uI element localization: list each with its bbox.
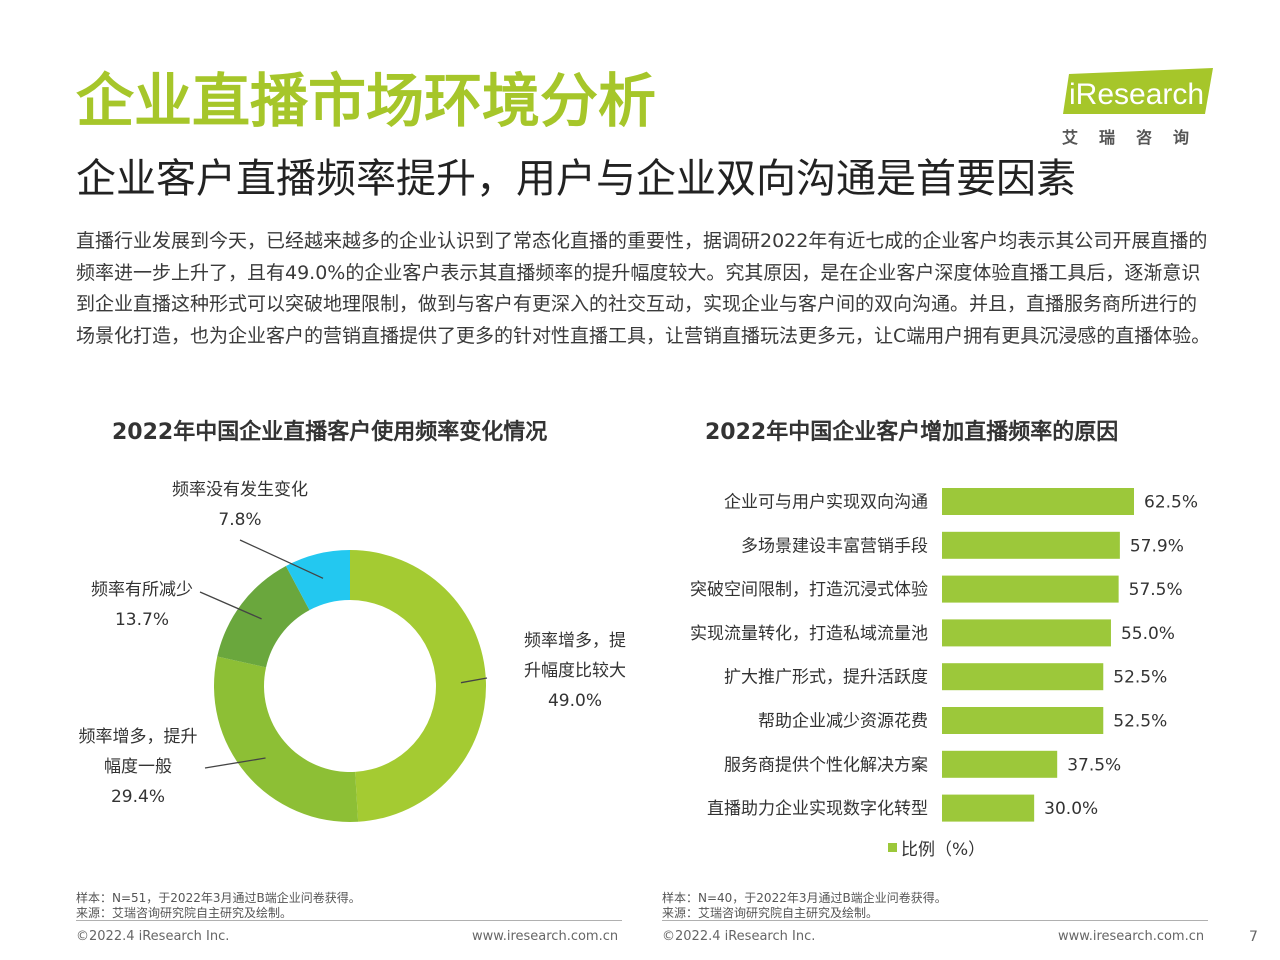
left-footnote-sample: 样本：N=51，于2022年3月通过B端企业问卷获得。 [76,891,361,905]
bar-value-label: 57.9% [1130,536,1184,556]
donut-leader-line-2 [199,591,262,620]
left-footnote-source: 来源：艾瑞咨询研究院自主研究及绘制。 [76,906,293,920]
donut-value-label: 29.4% [110,787,165,807]
bar-category-label: 服务商提供个性化解决方案 [724,755,928,775]
left-footer-rule [76,920,622,921]
bar-value-label: 55.0% [1121,624,1175,644]
donut-slice-3 [285,550,350,611]
logo-text: iResearch [1069,78,1204,111]
page-number: 7 [1249,929,1258,945]
donut-label-line: 频率有所减少 [91,580,193,600]
donut-slice-0 [350,550,486,822]
donut-label-line: 频率没有发生变化 [172,480,308,500]
donut-leader-line-1 [204,757,266,769]
bar-7 [942,794,1035,822]
donut-value-label: 13.7% [114,610,169,630]
bar-category-label: 企业可与用户实现双向沟通 [724,493,928,513]
footer-url-right: www.iresearch.com.cn [1058,929,1205,944]
donut-label-1: 频率增多，提升 幅度一般 29.4% [70,722,206,812]
donut-value-label: 49.0% [547,691,602,711]
bar-value-label: 62.5% [1144,493,1198,513]
donut-chart-title: 2022年中国企业直播客户使用频率变化情况 [112,420,548,445]
donut-chart [199,539,488,822]
donut-label-line: 频率增多，提 [524,631,626,651]
bar-value-label: 52.5% [1113,712,1167,732]
legend-swatch [888,843,897,852]
bar-value-label: 52.5% [1113,668,1167,688]
donut-value-label: 7.8% [218,510,262,530]
bar-value-label: 37.5% [1067,755,1121,775]
donut-label-line: 频率增多，提升 [78,727,198,747]
donut-slice-1 [214,656,359,822]
bar-category-label: 扩大推广形式，提升活跃度 [724,668,928,688]
bar-category-label: 帮助企业减少资源花费 [758,712,928,732]
bar-2 [942,575,1119,603]
right-footnote-sample: 样本：N=40，于2022年3月通过B端企业问卷获得。 [662,891,947,905]
bar-6 [942,750,1058,778]
bar-1 [942,531,1120,559]
bar-4 [942,663,1104,691]
bar-category-label: 直播助力企业实现数字化转型 [707,799,928,819]
footer-copyright-left: ©2022.4 iResearch Inc. [76,929,230,944]
page-title: 企业直播市场环境分析 [76,67,657,135]
donut-leader-line-0 [460,677,488,684]
donut-label-line: 幅度一般 [104,757,172,777]
bar-5 [942,707,1104,734]
bar-category-label: 突破空间限制，打造沉浸式体验 [690,580,928,600]
donut-label-0: 频率增多，提 升幅度比较大 49.0% [515,626,635,716]
bar-category-label: 实现流量转化，打造私域流量池 [690,624,928,644]
donut-label-line: 升幅度比较大 [524,661,626,681]
donut-label-2: 频率有所减少 13.7% [82,575,202,635]
bar-0 [942,488,1134,515]
footer-copyright-right: ©2022.4 iResearch Inc. [662,929,816,944]
bar-value-label: 30.0% [1044,799,1098,819]
logo-cn-text: 艾瑞咨询 [1062,128,1211,147]
bar-3 [942,619,1111,647]
legend-label: 比例（%） [901,840,985,860]
bar-chart-title: 2022年中国企业客户增加直播频率的原因 [705,420,1119,445]
bar-value-label: 57.5% [1129,580,1183,600]
bar-chart: 企业可与用户实现双向沟通 62.5% 多场景建设丰富营销手段 57.9% 突破空间限制，… [690,488,1198,860]
donut-leader-line-3 [239,539,324,579]
iresearch-logo: iResearch [1063,68,1213,114]
body-paragraph: 直播行业发展到今天，已经越来越多的企业认识到了常态化直播的重要性，据调研2022… [76,230,1211,347]
donut-slice-2 [217,566,310,668]
footer-url-left: www.iresearch.com.cn [472,929,619,944]
donut-label-3: 频率没有发生变化 7.8% [160,475,320,535]
right-footer-rule [662,920,1208,921]
bar-category-label: 多场景建设丰富营销手段 [741,536,928,556]
right-footnote-source: 来源：艾瑞咨询研究院自主研究及绘制。 [662,906,879,920]
page-subtitle: 企业客户直播频率提升，用户与企业双向沟通是首要因素 [76,156,1076,202]
